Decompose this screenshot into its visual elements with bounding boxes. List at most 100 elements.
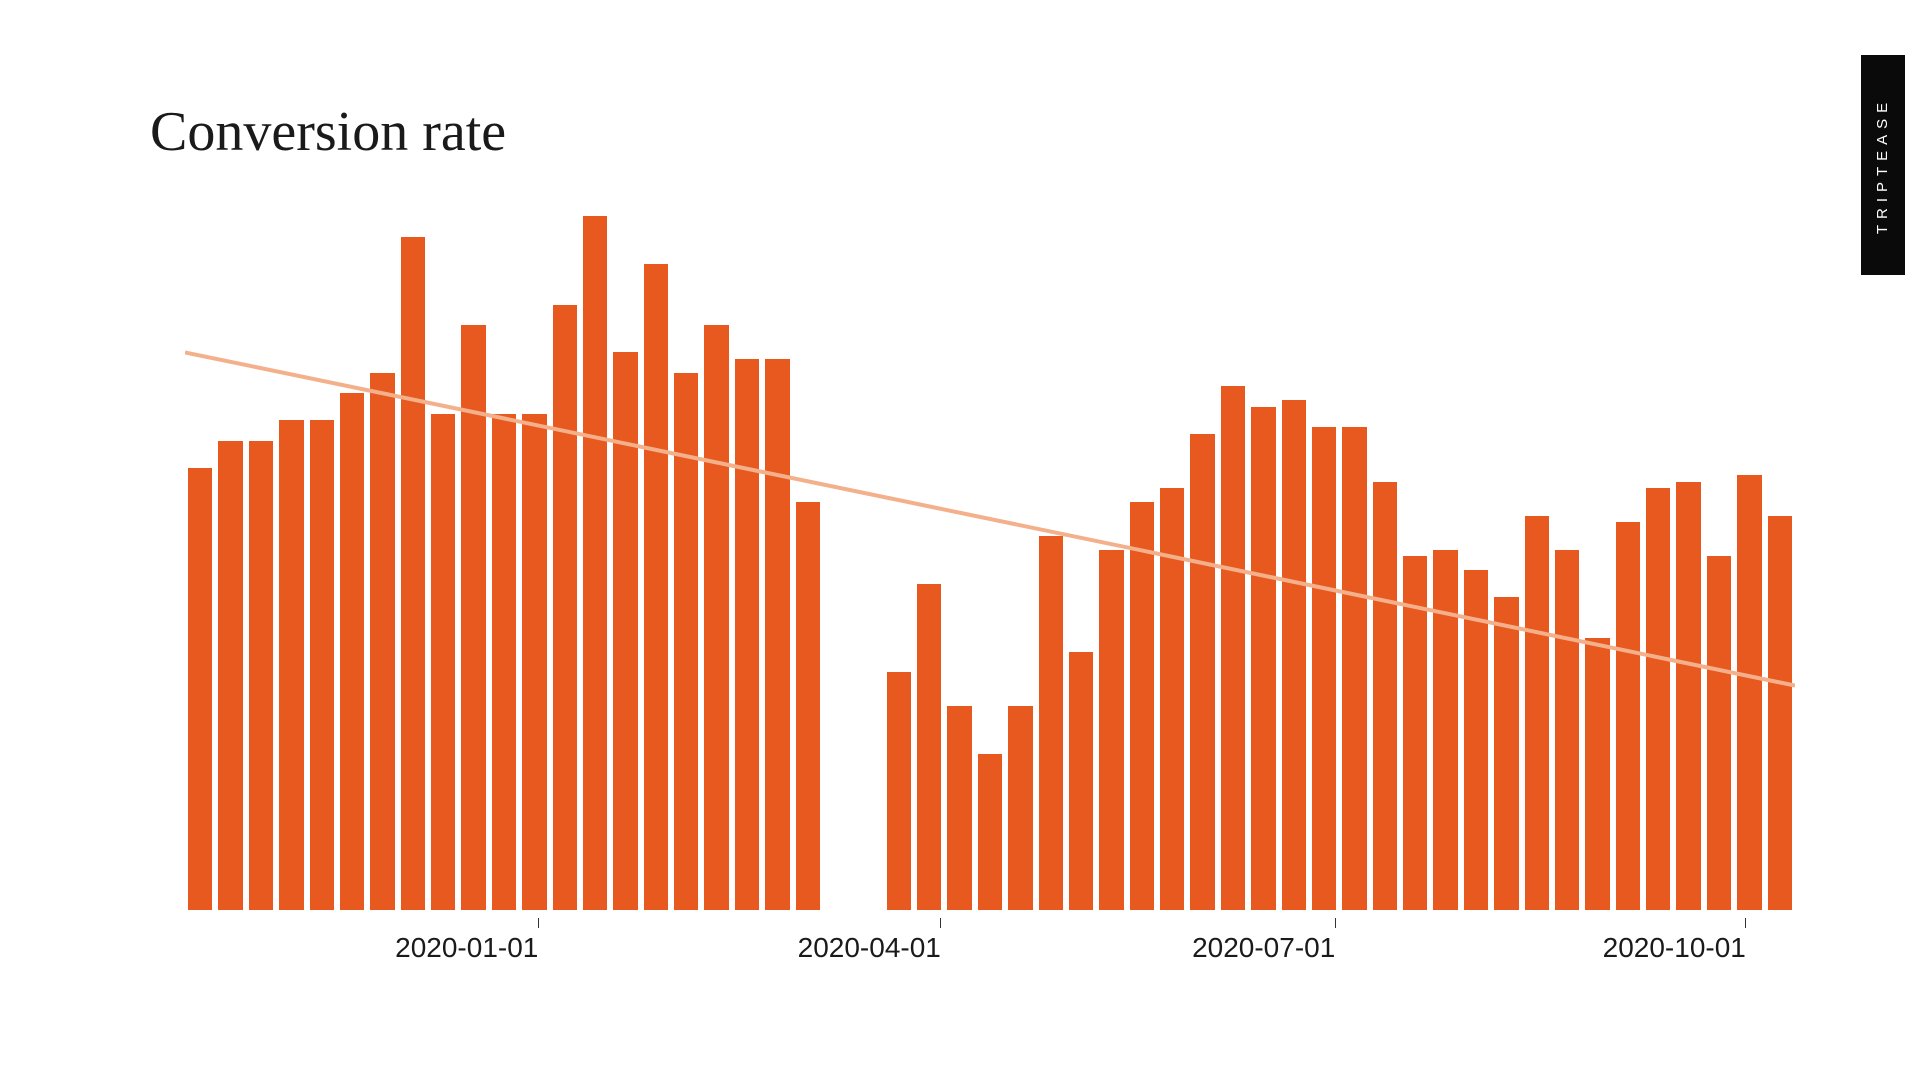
bar bbox=[1130, 502, 1154, 910]
x-tick-label: 2020-04-01 bbox=[798, 932, 941, 964]
bar-slot bbox=[1248, 230, 1278, 910]
bar-slot bbox=[1461, 230, 1491, 910]
bar-slot bbox=[489, 230, 519, 910]
bar bbox=[522, 414, 546, 910]
bar-slot bbox=[1127, 230, 1157, 910]
slide: Conversion rate TRIPTEASE 2020-01-012020… bbox=[0, 0, 1905, 1065]
bar-slot bbox=[1522, 230, 1552, 910]
bar-slot bbox=[398, 230, 428, 910]
conversion-chart: 2020-01-01 2020-04-01 2020-07-01 2020-10-01 bbox=[185, 230, 1795, 970]
bar-slot bbox=[762, 230, 792, 910]
bar-slot bbox=[1096, 230, 1126, 910]
bar-slot bbox=[1005, 230, 1035, 910]
bar-slot bbox=[246, 230, 276, 910]
bar-slot bbox=[1673, 230, 1703, 910]
bar bbox=[310, 420, 334, 910]
bar-slot bbox=[276, 230, 306, 910]
bar bbox=[947, 706, 971, 910]
brand-text: TRIPTEASE bbox=[1875, 96, 1892, 233]
brand-tag: TRIPTEASE bbox=[1861, 55, 1905, 275]
x-tick: 2020-07-01 bbox=[1264, 918, 1407, 964]
bar-slot bbox=[1491, 230, 1521, 910]
bar bbox=[1555, 550, 1579, 910]
bar-slot bbox=[944, 230, 974, 910]
bar bbox=[1373, 482, 1397, 910]
bar-slot bbox=[1765, 230, 1795, 910]
bar bbox=[461, 325, 485, 910]
x-tick-mark bbox=[538, 918, 539, 928]
bar bbox=[370, 373, 394, 910]
bar bbox=[492, 414, 516, 910]
bar-slot bbox=[215, 230, 245, 910]
x-tick: 2020-04-01 bbox=[869, 918, 1012, 964]
bar bbox=[978, 754, 1002, 910]
bar bbox=[1433, 550, 1457, 910]
bar-slot bbox=[793, 230, 823, 910]
chart-title: Conversion rate bbox=[150, 100, 506, 164]
bar bbox=[401, 237, 425, 910]
bar bbox=[613, 352, 637, 910]
x-tick-label: 2020-10-01 bbox=[1603, 932, 1746, 964]
bar-slot bbox=[550, 230, 580, 910]
bar-slot bbox=[1552, 230, 1582, 910]
bar-slot bbox=[1643, 230, 1673, 910]
bar-slot bbox=[1370, 230, 1400, 910]
x-axis: 2020-01-01 2020-04-01 2020-07-01 2020-10-01 bbox=[185, 918, 1795, 968]
bar bbox=[583, 216, 607, 910]
bar bbox=[279, 420, 303, 910]
x-tick-label: 2020-01-01 bbox=[395, 932, 538, 964]
bar-slot bbox=[1400, 230, 1430, 910]
bar-slot bbox=[1339, 230, 1369, 910]
bar-slot bbox=[307, 230, 337, 910]
x-tick-mark bbox=[1745, 918, 1746, 928]
bar-slot bbox=[1036, 230, 1066, 910]
bar-slot bbox=[1704, 230, 1734, 910]
bar-slot bbox=[1066, 230, 1096, 910]
bar-slot bbox=[701, 230, 731, 910]
bar-slot bbox=[610, 230, 640, 910]
bar-slot bbox=[732, 230, 762, 910]
x-tick: 2020-01-01 bbox=[467, 918, 610, 964]
bar bbox=[1160, 488, 1184, 910]
bar-slot bbox=[428, 230, 458, 910]
bar-slot bbox=[580, 230, 610, 910]
bar-slot bbox=[458, 230, 488, 910]
bar bbox=[1403, 556, 1427, 910]
bar bbox=[765, 359, 789, 910]
bar bbox=[887, 672, 911, 910]
bar bbox=[1190, 434, 1214, 910]
bar bbox=[1282, 400, 1306, 910]
bar bbox=[1707, 556, 1731, 910]
bar-slot bbox=[1582, 230, 1612, 910]
bar bbox=[1251, 407, 1275, 910]
bar bbox=[917, 584, 941, 910]
bar-slot bbox=[1430, 230, 1460, 910]
bar-slot bbox=[1157, 230, 1187, 910]
bar bbox=[1008, 706, 1032, 910]
bar bbox=[431, 414, 455, 910]
bar bbox=[1312, 427, 1336, 910]
bar bbox=[1585, 638, 1609, 910]
bar bbox=[553, 305, 577, 910]
bar bbox=[644, 264, 668, 910]
bar-slot bbox=[914, 230, 944, 910]
bar bbox=[796, 502, 820, 910]
x-tick-mark bbox=[1335, 918, 1336, 928]
bar bbox=[188, 468, 212, 910]
bar bbox=[1342, 427, 1366, 910]
bar-slot bbox=[975, 230, 1005, 910]
bar-slot bbox=[1187, 230, 1217, 910]
bar bbox=[1494, 597, 1518, 910]
bar-slot bbox=[1218, 230, 1248, 910]
bar-slot bbox=[185, 230, 215, 910]
bar bbox=[1737, 475, 1761, 910]
bar-slot bbox=[853, 230, 883, 910]
bar-slot bbox=[671, 230, 701, 910]
bar-slot bbox=[1734, 230, 1764, 910]
bar bbox=[249, 441, 273, 910]
bar-slot bbox=[519, 230, 549, 910]
bar bbox=[1069, 652, 1093, 910]
bar bbox=[1646, 488, 1670, 910]
bar bbox=[674, 373, 698, 910]
bar bbox=[218, 441, 242, 910]
